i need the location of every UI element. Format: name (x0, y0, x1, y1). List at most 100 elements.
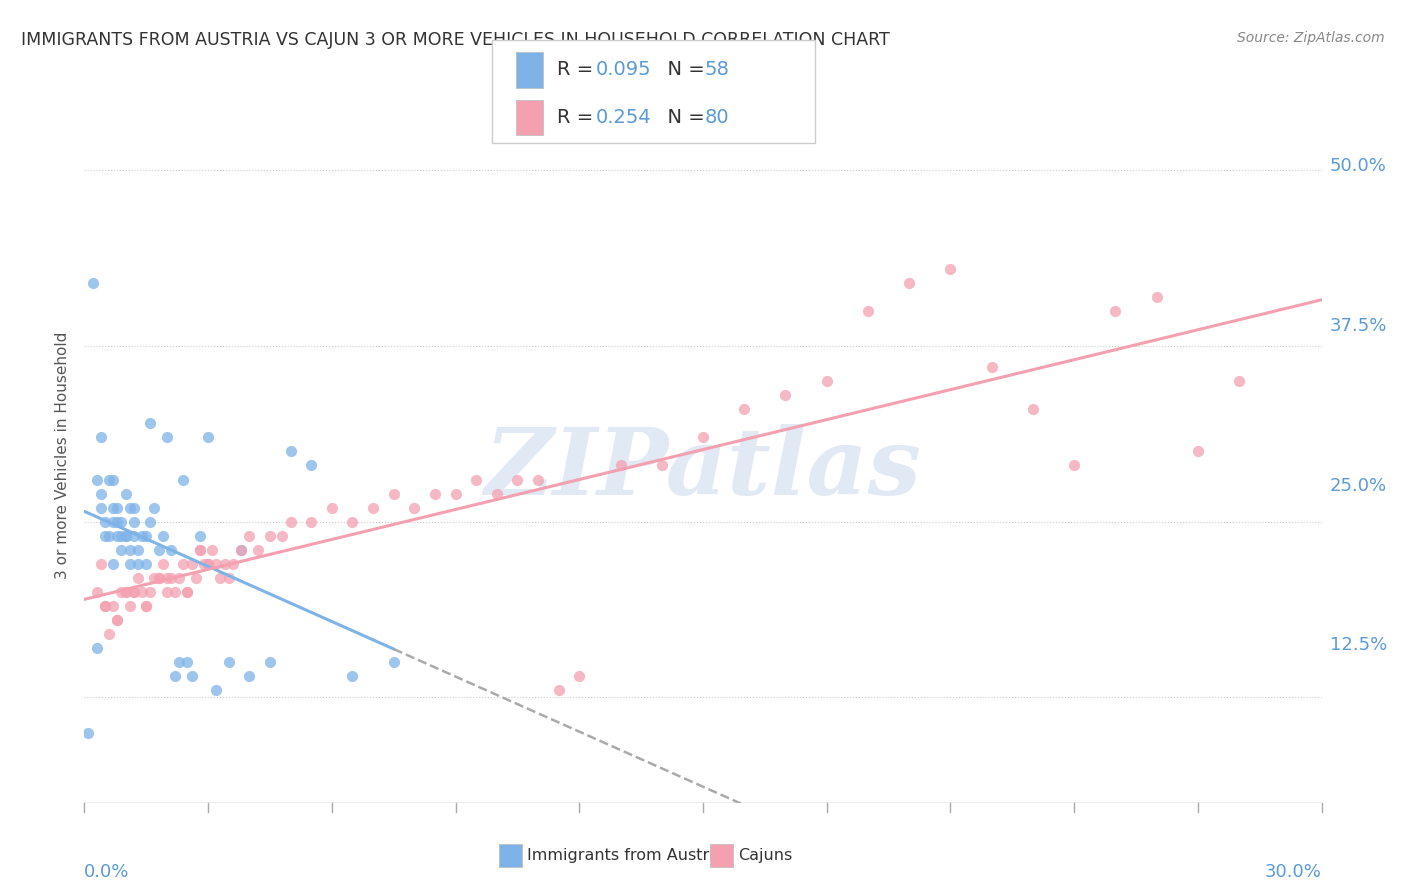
Text: 0.0%: 0.0% (84, 863, 129, 881)
Point (609, 458, 631, 473)
Point (114, 529, 136, 543)
Point (139, 585, 162, 599)
Point (82, 276, 104, 290)
Point (139, 417, 162, 431)
Point (103, 599, 125, 613)
Point (94, 599, 117, 613)
Point (299, 458, 322, 473)
Point (271, 529, 294, 543)
Point (122, 585, 145, 599)
Point (651, 458, 673, 473)
Point (485, 486, 508, 500)
Point (527, 473, 550, 487)
Point (105, 613, 128, 627)
Point (180, 557, 202, 571)
Point (127, 571, 149, 585)
Point (423, 486, 446, 500)
Point (110, 529, 132, 543)
Point (172, 473, 194, 487)
Point (193, 557, 215, 571)
Text: 0.095: 0.095 (596, 61, 652, 79)
Point (122, 500, 145, 515)
Point (94, 515, 117, 529)
Point (172, 557, 194, 571)
Point (135, 599, 157, 613)
Point (218, 571, 240, 585)
Point (152, 557, 174, 571)
Point (176, 585, 198, 599)
Point (86, 585, 108, 599)
Point (568, 669, 591, 683)
Text: R =: R = (557, 61, 599, 79)
Point (246, 542, 269, 557)
Point (444, 486, 467, 500)
Text: ZIPatlas: ZIPatlas (485, 424, 921, 514)
Point (214, 557, 236, 571)
Text: R =: R = (557, 108, 599, 128)
Point (90, 430, 112, 444)
Point (506, 473, 529, 487)
Point (90, 486, 112, 500)
Point (103, 473, 125, 487)
Point (229, 542, 252, 557)
Point (165, 585, 187, 599)
Point (382, 655, 405, 669)
Point (280, 515, 302, 529)
Point (156, 571, 179, 585)
Point (980, 360, 1002, 375)
Point (1104, 303, 1126, 318)
Point (238, 529, 260, 543)
Point (201, 542, 224, 557)
Point (122, 529, 145, 543)
Point (222, 557, 245, 571)
Point (105, 613, 128, 627)
Text: 58: 58 (704, 61, 730, 79)
Point (118, 557, 141, 571)
Point (815, 374, 838, 388)
Point (131, 529, 153, 543)
Y-axis label: 3 or more Vehicles in Household: 3 or more Vehicles in Household (55, 331, 70, 579)
Point (1022, 402, 1045, 417)
Point (94, 529, 117, 543)
Point (127, 557, 149, 571)
Point (160, 542, 183, 557)
Point (382, 486, 405, 500)
Point (139, 515, 162, 529)
Point (135, 557, 157, 571)
Point (205, 683, 228, 698)
Text: 80: 80 (704, 108, 730, 128)
Point (160, 571, 183, 585)
Point (167, 655, 190, 669)
Point (118, 599, 141, 613)
Point (197, 557, 219, 571)
Point (86, 473, 108, 487)
Point (1146, 290, 1168, 304)
Point (103, 515, 125, 529)
Point (110, 585, 132, 599)
Point (98, 627, 121, 641)
Point (218, 655, 240, 669)
Point (229, 542, 252, 557)
Point (135, 599, 157, 613)
Point (114, 585, 136, 599)
Point (1187, 444, 1209, 458)
Point (143, 500, 166, 515)
Point (114, 486, 136, 500)
Text: Source: ZipAtlas.com: Source: ZipAtlas.com (1237, 31, 1385, 45)
Point (105, 529, 128, 543)
Point (90, 500, 112, 515)
Point (188, 542, 211, 557)
Text: N =: N = (655, 108, 711, 128)
Point (188, 542, 211, 557)
Text: 30.0%: 30.0% (1265, 863, 1322, 881)
Point (156, 430, 179, 444)
Point (547, 683, 569, 698)
Point (299, 515, 322, 529)
Point (156, 585, 179, 599)
Point (122, 515, 145, 529)
Point (733, 402, 755, 417)
Point (321, 500, 343, 515)
Point (77, 725, 100, 739)
Point (103, 500, 125, 515)
Point (280, 444, 302, 458)
